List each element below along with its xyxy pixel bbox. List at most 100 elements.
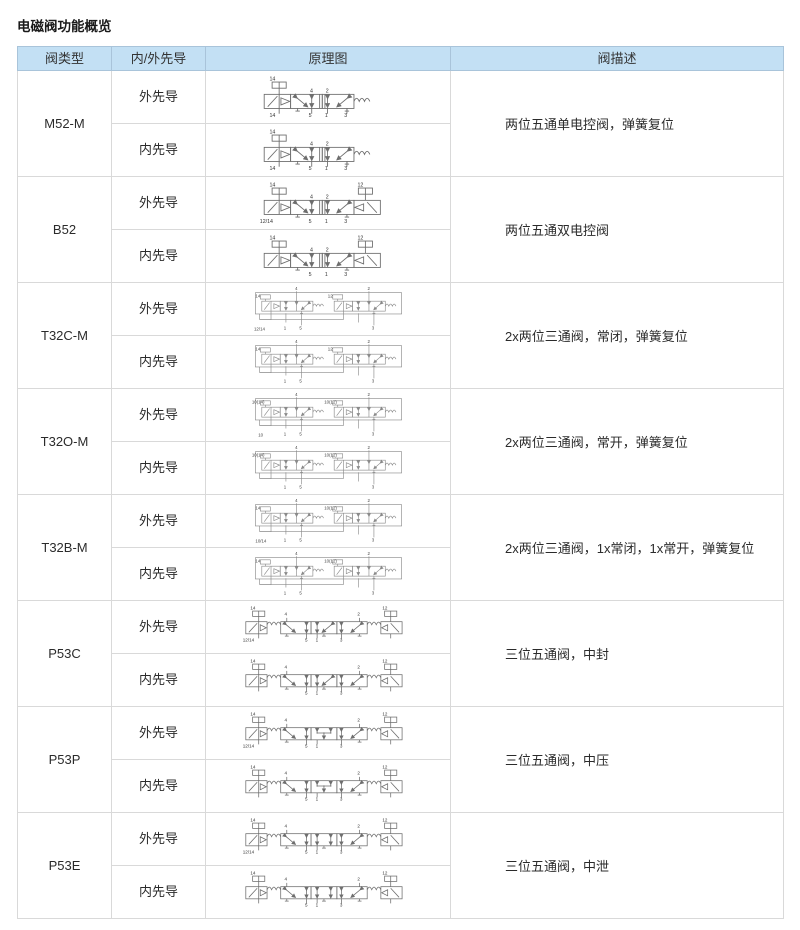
svg-text:2: 2 — [367, 446, 370, 450]
svg-text:1: 1 — [283, 432, 286, 437]
svg-text:12/14: 12/14 — [242, 849, 254, 854]
svg-text:2: 2 — [357, 612, 360, 617]
svg-text:5: 5 — [299, 379, 302, 384]
svg-text:4: 4 — [310, 142, 313, 148]
svg-text:4: 4 — [284, 612, 287, 617]
svg-text:14: 14 — [250, 818, 256, 823]
svg-text:14: 14 — [269, 113, 275, 119]
svg-text:4: 4 — [295, 552, 298, 556]
svg-text:10(14): 10(14) — [251, 400, 264, 405]
svg-text:3: 3 — [344, 166, 347, 172]
svg-text:5: 5 — [304, 902, 307, 907]
svg-text:2: 2 — [357, 771, 360, 776]
svg-text:2: 2 — [367, 287, 370, 291]
svg-text:2: 2 — [357, 877, 360, 882]
svg-text:12: 12 — [382, 871, 388, 876]
svg-text:10(12): 10(12) — [324, 506, 337, 511]
svg-text:5: 5 — [299, 432, 302, 437]
svg-text:14: 14 — [250, 606, 256, 611]
svg-text:12/14: 12/14 — [260, 219, 273, 225]
svg-text:14: 14 — [250, 871, 256, 876]
svg-text:1: 1 — [315, 637, 318, 642]
svg-text:14: 14 — [255, 347, 260, 352]
svg-text:2: 2 — [367, 393, 370, 397]
svg-text:3: 3 — [344, 113, 347, 119]
svg-text:1: 1 — [325, 113, 328, 119]
svg-text:5: 5 — [304, 796, 307, 801]
svg-text:12: 12 — [382, 606, 388, 611]
svg-text:10(12): 10(12) — [324, 453, 337, 458]
svg-text:14: 14 — [250, 765, 256, 770]
svg-text:12: 12 — [382, 765, 388, 770]
svg-text:3: 3 — [371, 485, 374, 490]
svg-text:2: 2 — [357, 665, 360, 670]
svg-text:1: 1 — [283, 326, 286, 331]
svg-text:3: 3 — [371, 591, 374, 596]
svg-text:14: 14 — [269, 235, 275, 241]
svg-text:5: 5 — [299, 326, 302, 331]
svg-text:10: 10 — [258, 432, 263, 437]
svg-text:2: 2 — [367, 340, 370, 344]
svg-text:4: 4 — [284, 771, 287, 776]
svg-text:3: 3 — [339, 849, 342, 854]
svg-text:5: 5 — [299, 485, 302, 490]
svg-text:4: 4 — [310, 248, 313, 254]
svg-text:14: 14 — [269, 166, 275, 172]
svg-text:14: 14 — [255, 506, 260, 511]
svg-text:12/14: 12/14 — [253, 326, 265, 331]
svg-text:10(12): 10(12) — [324, 400, 337, 405]
svg-text:1: 1 — [315, 690, 318, 695]
svg-text:12: 12 — [382, 818, 388, 823]
svg-text:3: 3 — [339, 690, 342, 695]
svg-text:14: 14 — [269, 76, 275, 82]
svg-text:4: 4 — [295, 340, 298, 344]
svg-text:3: 3 — [339, 637, 342, 642]
svg-text:1: 1 — [315, 902, 318, 907]
svg-text:10(14): 10(14) — [251, 453, 264, 458]
svg-text:14: 14 — [269, 182, 275, 188]
svg-text:3: 3 — [371, 432, 374, 437]
svg-text:4: 4 — [284, 824, 287, 829]
svg-text:1: 1 — [315, 796, 318, 801]
svg-text:4: 4 — [295, 446, 298, 450]
svg-text:4: 4 — [295, 287, 298, 291]
svg-text:5: 5 — [309, 219, 312, 225]
svg-text:14: 14 — [255, 294, 260, 299]
svg-text:2: 2 — [326, 195, 329, 201]
svg-text:1: 1 — [315, 849, 318, 854]
svg-text:5: 5 — [304, 743, 307, 748]
svg-text:1: 1 — [283, 591, 286, 596]
svg-text:3: 3 — [371, 538, 374, 543]
svg-text:4: 4 — [295, 499, 298, 503]
svg-text:3: 3 — [371, 326, 374, 331]
svg-text:5: 5 — [299, 538, 302, 543]
svg-text:2: 2 — [326, 89, 329, 95]
svg-text:12: 12 — [357, 235, 363, 241]
svg-text:4: 4 — [284, 718, 287, 723]
svg-text:14: 14 — [269, 129, 275, 135]
svg-text:2: 2 — [326, 142, 329, 148]
svg-text:1: 1 — [325, 272, 328, 278]
svg-text:1: 1 — [283, 485, 286, 490]
svg-text:5: 5 — [309, 113, 312, 119]
svg-text:12: 12 — [357, 182, 363, 188]
svg-text:1: 1 — [315, 743, 318, 748]
svg-text:1: 1 — [325, 219, 328, 225]
svg-text:2: 2 — [357, 718, 360, 723]
svg-text:3: 3 — [339, 743, 342, 748]
svg-text:12/14: 12/14 — [242, 637, 254, 642]
svg-text:4: 4 — [310, 89, 313, 95]
svg-text:3: 3 — [339, 796, 342, 801]
svg-text:10(12): 10(12) — [324, 559, 337, 564]
svg-text:5: 5 — [304, 849, 307, 854]
svg-text:12: 12 — [382, 659, 388, 664]
svg-text:1: 1 — [283, 538, 286, 543]
svg-text:4: 4 — [295, 393, 298, 397]
svg-text:5: 5 — [299, 591, 302, 596]
svg-text:5: 5 — [304, 637, 307, 642]
svg-text:5: 5 — [309, 166, 312, 172]
svg-text:3: 3 — [344, 219, 347, 225]
svg-text:4: 4 — [310, 195, 313, 201]
svg-text:1: 1 — [283, 379, 286, 384]
svg-text:5: 5 — [304, 690, 307, 695]
